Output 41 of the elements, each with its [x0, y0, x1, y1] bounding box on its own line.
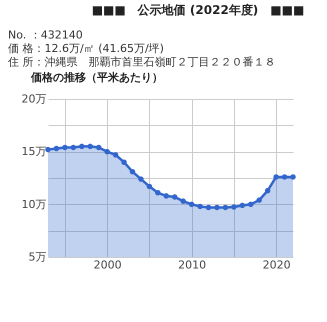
point — [130, 168, 136, 174]
point — [164, 193, 170, 199]
point — [214, 204, 220, 210]
point — [282, 174, 288, 180]
point — [70, 144, 76, 150]
point — [138, 176, 144, 182]
point — [96, 144, 102, 150]
point — [104, 148, 110, 154]
point — [231, 204, 237, 210]
point — [121, 159, 127, 165]
text: No. ：432140 — [8, 28, 83, 42]
point — [112, 152, 118, 158]
text: 価 格：12.6万/㎡ (41.65万/坪) — [8, 42, 164, 55]
x-tick-label: 2000 — [94, 258, 122, 272]
x-tick-label: 2010 — [178, 258, 206, 272]
point — [88, 144, 93, 150]
point — [180, 198, 186, 204]
chart-title: ■■■ 公示地価 (2022年度) ■■■ — [92, 3, 304, 17]
point — [290, 174, 296, 180]
point — [188, 202, 194, 208]
y-tick-label: 20万 — [22, 92, 46, 106]
point — [146, 184, 152, 190]
point — [197, 204, 203, 210]
point — [273, 174, 279, 180]
x-tick-label: 2020 — [262, 258, 291, 272]
point — [172, 194, 178, 200]
point — [206, 204, 212, 210]
point — [62, 144, 68, 150]
point — [256, 197, 262, 203]
point — [240, 202, 246, 208]
point — [79, 144, 85, 150]
point — [248, 202, 254, 208]
point — [54, 146, 60, 152]
point — [222, 204, 228, 210]
point — [264, 188, 270, 194]
text: 住 所：沖縄県 那覇市首里石嶺町２丁目２２０番１８ — [8, 55, 276, 68]
y-tick-label: 15万 — [22, 145, 46, 158]
y-tick-label: 10万 — [22, 198, 46, 211]
point — [155, 190, 161, 196]
chart-subtitle: 価格の推移（平米あたり） — [30, 71, 164, 84]
y-tick-label: 5万 — [28, 250, 46, 264]
